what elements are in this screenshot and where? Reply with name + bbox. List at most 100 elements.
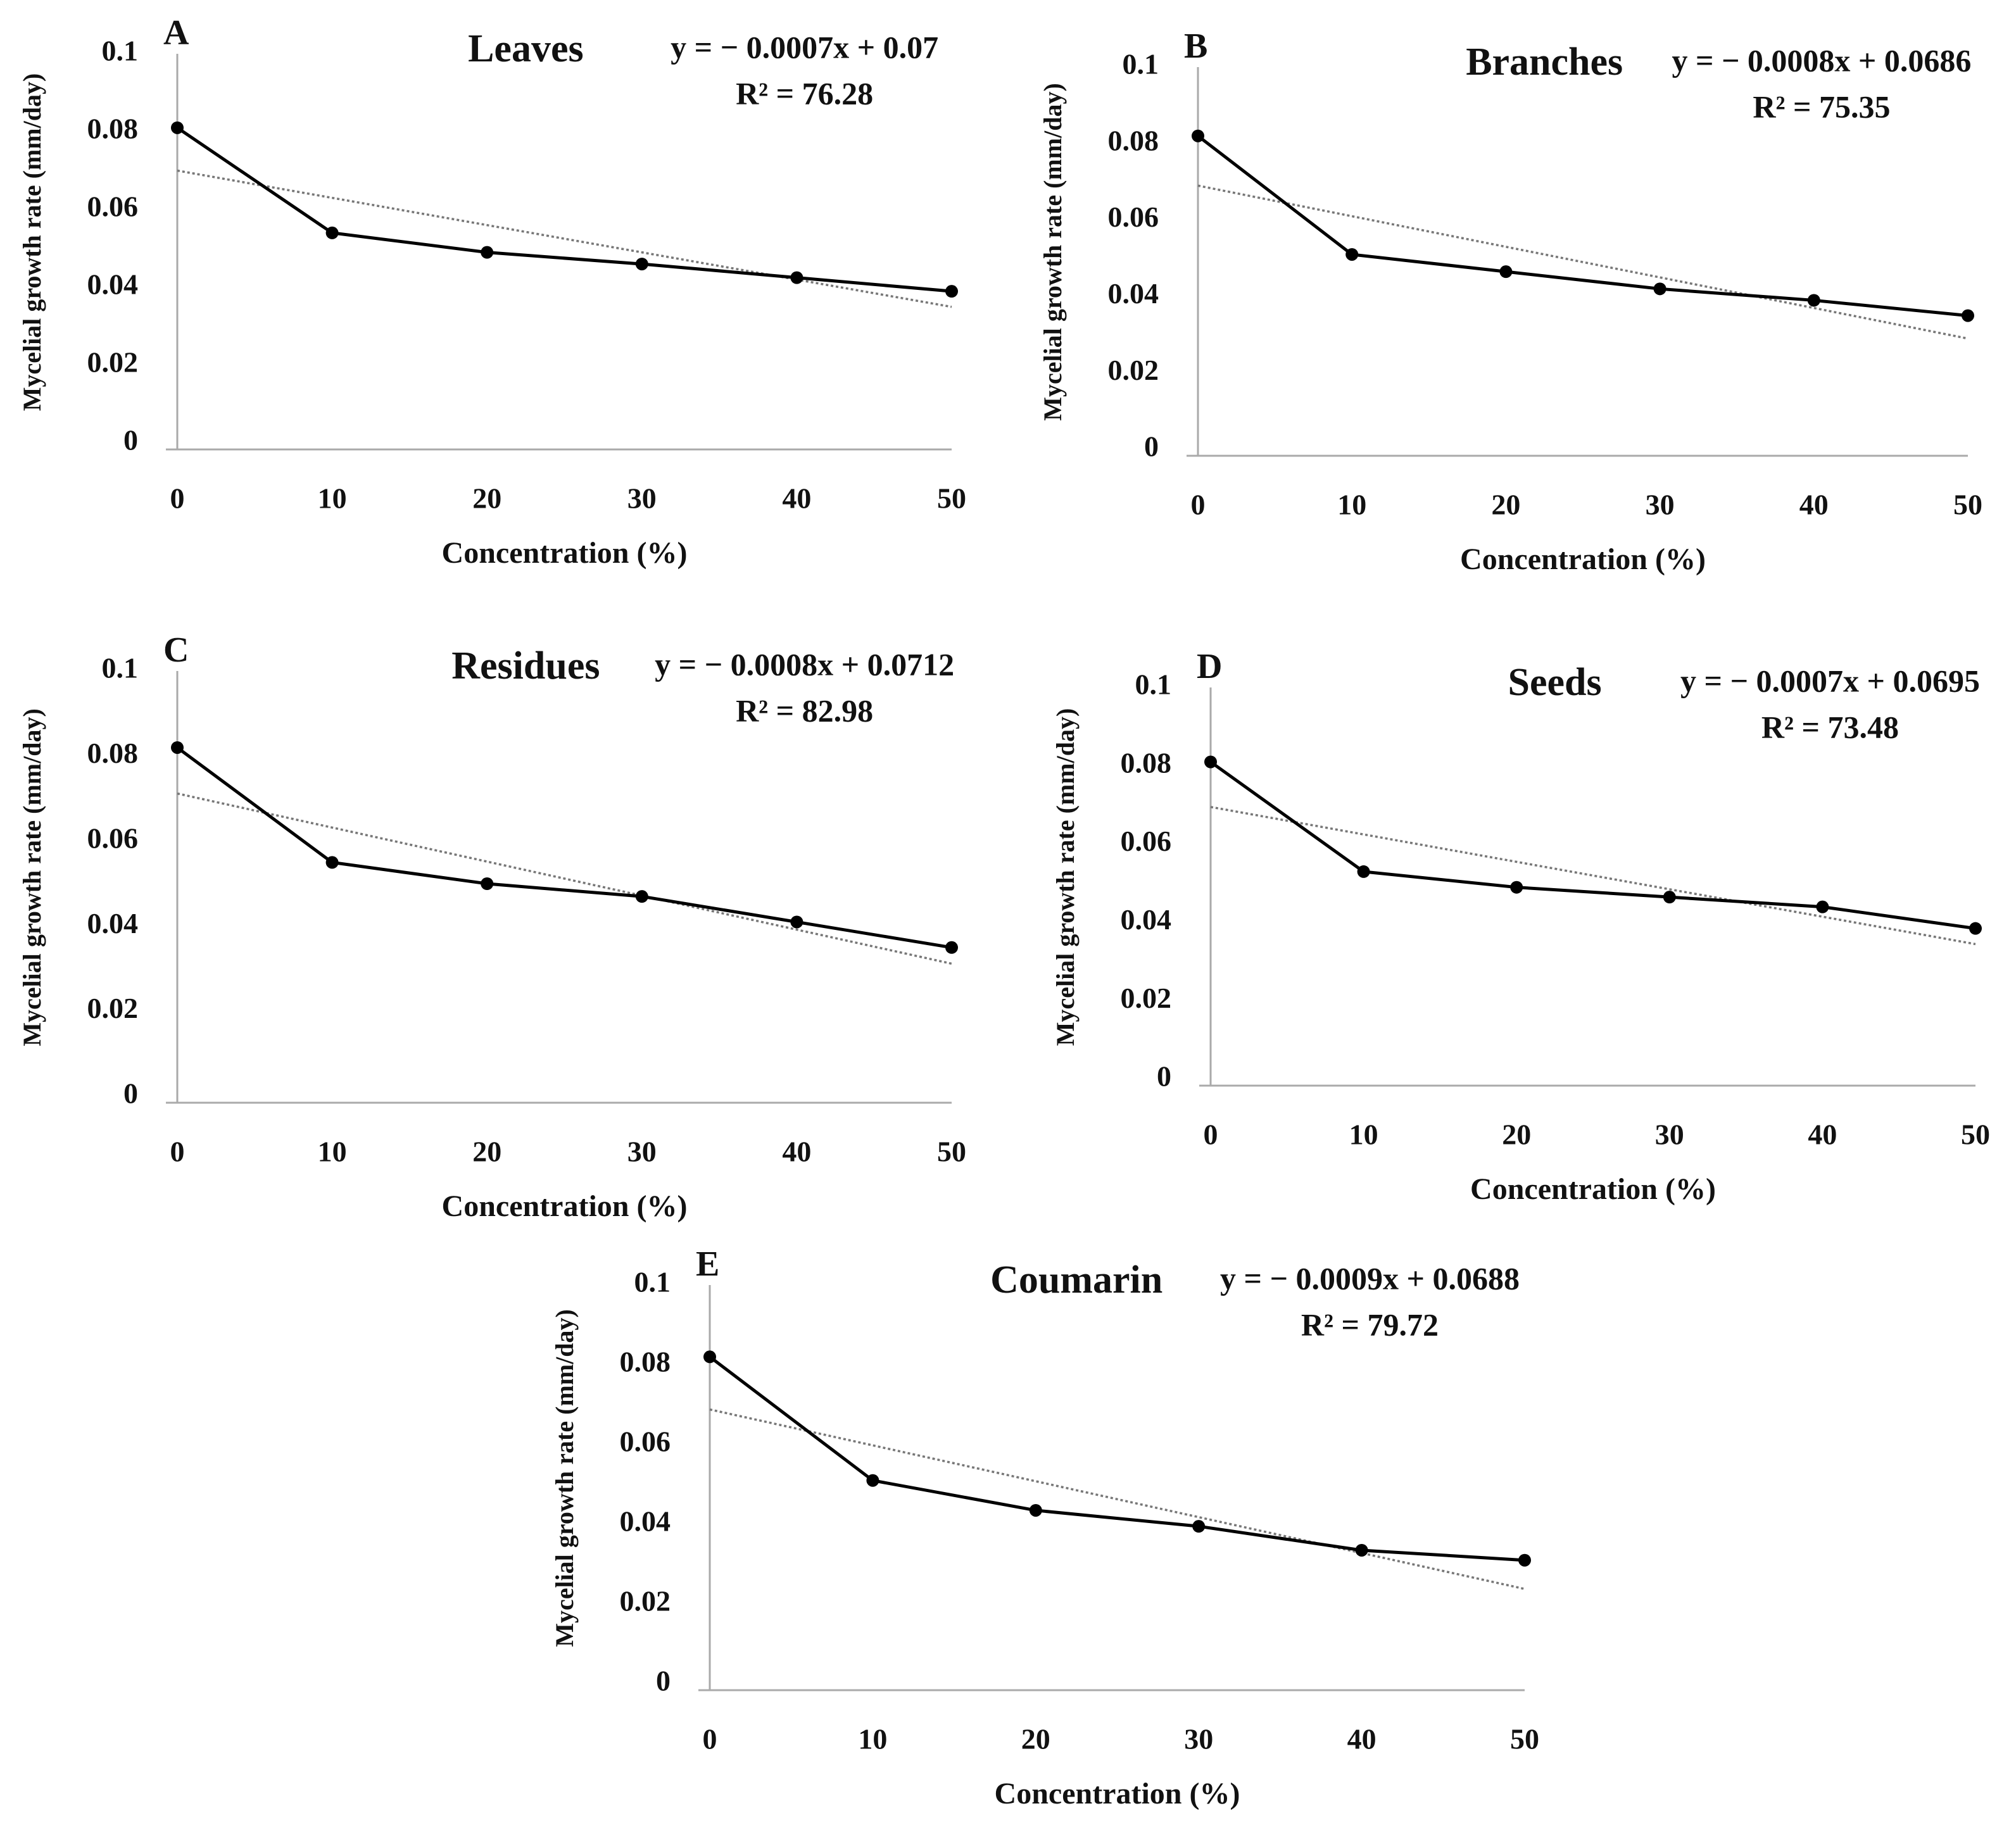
- x-tick-label: 40: [1347, 1723, 1377, 1755]
- x-tick-label: 40: [782, 482, 811, 515]
- y-tick-label: 0: [1157, 1060, 1171, 1093]
- x-tick-label: 40: [782, 1136, 811, 1168]
- data-line: [176, 126, 952, 293]
- y-tick-label: 0: [656, 1665, 671, 1697]
- y-axis-label: Mycelial growth rate (mm/day): [1051, 708, 1080, 1046]
- x-tick-label: 30: [1184, 1723, 1213, 1755]
- data-point: [1357, 865, 1370, 878]
- x-tick-label: 20: [472, 482, 501, 515]
- data-point: [481, 877, 494, 890]
- panel-label: D: [1197, 647, 1222, 686]
- x-tick-label: 20: [1502, 1119, 1531, 1151]
- x-tick-label: 20: [472, 1136, 501, 1168]
- data-point: [1653, 282, 1666, 296]
- y-tick-label: 0.02: [87, 346, 139, 379]
- x-axis-label: Concentration (%): [442, 1189, 688, 1223]
- y-tick-label: 0.02: [1108, 354, 1159, 386]
- y-tick-label: 0: [123, 1077, 138, 1110]
- y-tick-label: 0.08: [1108, 124, 1159, 156]
- r-squared: R² = 75.35: [1753, 89, 1890, 124]
- y-tick-label: 0.04: [87, 268, 139, 301]
- y-tick-label: 0.02: [620, 1585, 671, 1617]
- data-point: [945, 285, 958, 298]
- x-tick-label: 10: [858, 1723, 887, 1755]
- data-point: [703, 1350, 716, 1364]
- y-tick-label: 0.06: [1121, 825, 1172, 857]
- x-tick-label: 40: [1799, 489, 1829, 521]
- data-point: [1807, 294, 1820, 307]
- data-point: [481, 246, 494, 259]
- y-axis-label: Mycelial growth rate (mm/day): [550, 1309, 579, 1647]
- panel-label: C: [163, 630, 189, 670]
- y-tick-label: 0.1: [1123, 48, 1159, 80]
- data-point: [171, 741, 184, 754]
- y-tick-label: 0.08: [620, 1346, 671, 1378]
- y-tick-label: 0.08: [87, 113, 139, 145]
- trend-line: [1197, 184, 1969, 340]
- x-tick-label: 30: [1646, 489, 1675, 521]
- chart-title: Residues: [451, 644, 600, 687]
- data-point: [1663, 891, 1676, 904]
- y-tick-label: 0.04: [620, 1505, 671, 1538]
- y-tick-label: 0.1: [634, 1266, 671, 1298]
- x-tick-label: 50: [937, 482, 966, 515]
- data-point: [635, 890, 648, 903]
- data-point: [1518, 1553, 1531, 1567]
- data-line: [176, 746, 952, 950]
- x-tick-label: 10: [1337, 489, 1366, 521]
- r-squared: R² = 73.48: [1761, 709, 1899, 744]
- y-tick-label: 0.08: [1121, 746, 1172, 779]
- r-squared: R² = 76.28: [736, 75, 873, 111]
- data-line: [1197, 134, 1969, 318]
- y-tick-label: 0.02: [1121, 982, 1172, 1014]
- data-point: [1192, 129, 1204, 142]
- chart-title: Branches: [1466, 41, 1623, 84]
- panel-label: B: [1184, 27, 1207, 66]
- equation: y = − 0.0008x + 0.0712: [655, 646, 954, 682]
- x-tick-label: 20: [1021, 1723, 1050, 1755]
- data-point: [1029, 1503, 1042, 1517]
- x-tick-label: 30: [627, 1136, 657, 1168]
- equation: y = − 0.0007x + 0.0695: [1680, 663, 1980, 698]
- trend-line: [709, 1408, 1525, 1590]
- x-tick-label: 0: [1204, 1119, 1218, 1151]
- y-tick-label: 0.04: [1121, 903, 1172, 936]
- data-line: [709, 1355, 1525, 1562]
- x-tick-label: 10: [318, 1136, 347, 1168]
- data-point: [1816, 900, 1829, 913]
- y-tick-label: 0.1: [1135, 668, 1172, 701]
- y-tick-label: 0.08: [87, 737, 139, 769]
- data-point: [790, 271, 803, 284]
- data-point: [325, 856, 339, 869]
- trend-line: [1210, 806, 1976, 946]
- r-squared: R² = 79.72: [1301, 1307, 1439, 1342]
- y-tick-label: 0.04: [1108, 277, 1159, 310]
- r-squared: R² = 82.98: [736, 693, 873, 728]
- y-tick-label: 0: [123, 424, 138, 456]
- data-point: [1355, 1543, 1368, 1557]
- data-point: [325, 226, 339, 239]
- data-point: [1192, 1520, 1206, 1533]
- chart-title: Coumarin: [990, 1258, 1162, 1301]
- y-tick-label: 0.02: [87, 992, 139, 1024]
- y-tick-label: 0.06: [1108, 201, 1159, 233]
- x-tick-label: 10: [318, 482, 347, 515]
- x-tick-label: 0: [1191, 489, 1206, 521]
- data-point: [171, 121, 184, 134]
- x-tick-label: 20: [1491, 489, 1520, 521]
- x-axis-label: Concentration (%): [1470, 1172, 1716, 1206]
- x-axis-label: Concentration (%): [995, 1777, 1240, 1810]
- data-point: [1969, 922, 1982, 935]
- panel-label: E: [696, 1245, 719, 1284]
- x-tick-label: 50: [1961, 1119, 1990, 1151]
- y-tick-label: 0.1: [102, 652, 139, 684]
- y-tick-label: 0.06: [87, 822, 139, 854]
- y-tick-label: 0.04: [87, 907, 139, 939]
- x-tick-label: 40: [1808, 1119, 1837, 1151]
- x-tick-label: 0: [170, 482, 185, 515]
- x-axis-label: Concentration (%): [442, 536, 688, 570]
- x-tick-label: 30: [627, 482, 657, 515]
- equation: y = − 0.0007x + 0.07: [671, 29, 938, 65]
- x-tick-label: 50: [1953, 489, 1982, 521]
